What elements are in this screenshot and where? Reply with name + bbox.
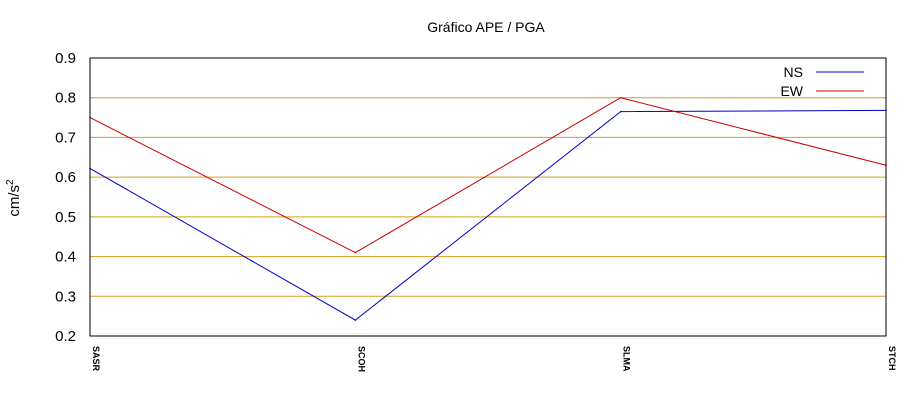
gridlines [90, 97, 886, 297]
x-tick-label: STCH [887, 346, 897, 371]
y-axis-label-unit: cm/s [6, 185, 23, 217]
plot-frame [89, 57, 887, 337]
y-tick-labels: 0.2 0.3 0.4 0.5 0.6 0.7 0.8 0.9 [55, 50, 76, 345]
y-axis-label: cm/s2 [5, 179, 23, 217]
y-tick-label: 0.3 [55, 288, 76, 305]
chart-title: Gráfico APE / PGA [427, 19, 545, 35]
series-line-ew [89, 97, 887, 254]
data-point-ew [354, 251, 357, 254]
data-point-ns [354, 319, 357, 321]
data-point-ns [619, 110, 622, 113]
x-tick-label: SASR [91, 346, 101, 372]
y-axis-label-superscript: 2 [5, 179, 16, 185]
y-tick-label: 0.9 [55, 50, 76, 67]
y-tick-label: 0.7 [55, 129, 76, 146]
data-point-ew [619, 96, 622, 99]
legend-label-ns: NS [784, 64, 803, 80]
y-tick-label: 0.2 [55, 328, 76, 345]
y-tick-label: 0.5 [55, 209, 76, 226]
x-tick-label: SLMA [622, 346, 632, 372]
y-tick-label: 0.8 [55, 90, 76, 107]
x-tick-labels: SASR SCOH SLMA STCH [91, 346, 897, 372]
legend: NS EW [780, 64, 864, 99]
series-line-ns [89, 109, 887, 321]
legend-label-ew: EW [780, 83, 803, 99]
y-tick-label: 0.4 [55, 249, 76, 266]
series-lines [89, 96, 887, 321]
x-tick-label: SCOH [356, 346, 366, 372]
y-tick-label: 0.6 [55, 169, 76, 186]
